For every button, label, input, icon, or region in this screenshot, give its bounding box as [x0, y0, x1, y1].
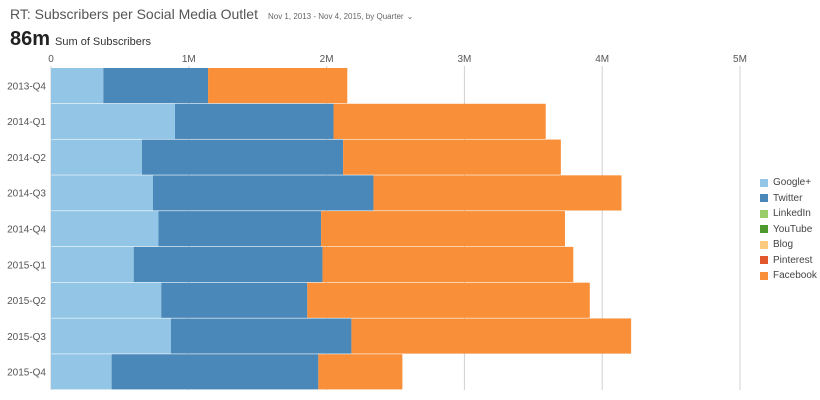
- chart-legend: Google+ Twitter LinkedIn YouTube Blog Pintere…: [760, 175, 817, 284]
- bar-segment: [51, 175, 153, 211]
- bar-segment: [51, 211, 159, 247]
- bar-segment: [208, 68, 348, 104]
- legend-swatch: [760, 194, 768, 203]
- date-range-selector[interactable]: Nov 1, 2013 - Nov 4, 2015, by Quarter ⌄: [268, 12, 413, 21]
- x-tick-label: 0: [48, 54, 54, 65]
- legend-item[interactable]: Pinterest: [760, 253, 817, 269]
- legend-label: Pinterest: [773, 254, 813, 266]
- legend-item[interactable]: Twitter: [760, 191, 817, 207]
- bars: [51, 68, 632, 390]
- bar-segment: [318, 354, 403, 390]
- x-axis-ticks: 0 1M 2M 3M 4M 5M: [48, 54, 747, 65]
- bar-segment: [103, 68, 209, 104]
- legend-item[interactable]: YouTube: [760, 222, 817, 238]
- bar-segment: [51, 282, 162, 318]
- bar-segment: [351, 318, 632, 354]
- bar-segment: [51, 68, 104, 104]
- legend-label: Facebook: [773, 270, 817, 282]
- bar-segment: [161, 282, 308, 318]
- x-tick-label: 3M: [457, 54, 471, 65]
- legend-item[interactable]: LinkedIn: [760, 206, 817, 222]
- chevron-down-icon: ⌄: [406, 12, 414, 21]
- legend-swatch: [760, 209, 768, 218]
- bar-segment: [170, 318, 352, 354]
- bar-segment: [343, 139, 561, 175]
- chart-title: RT: Subscribers per Social Media Outlet: [10, 6, 258, 22]
- legend-item[interactable]: Facebook: [760, 268, 817, 284]
- legend-label: Twitter: [773, 192, 803, 204]
- bar-segment: [321, 211, 565, 247]
- y-tick-label: 2013-Q4: [7, 81, 46, 92]
- y-tick-label: 2014-Q2: [7, 153, 46, 164]
- bar-segment: [175, 103, 334, 139]
- bar-segment: [152, 175, 374, 211]
- legend-label: YouTube: [773, 223, 813, 235]
- x-tick-label: 4M: [595, 54, 609, 65]
- bar-segment: [51, 318, 171, 354]
- legend-label: Blog: [773, 239, 794, 251]
- kpi-label: Sum of Subscribers: [55, 36, 152, 48]
- bar-segment: [141, 139, 344, 175]
- y-axis-ticks: 2013-Q4 2014-Q1 2014-Q2 2014-Q3 2014-Q4 2015-…: [7, 81, 46, 378]
- y-tick-label: 2015-Q4: [7, 368, 46, 379]
- bar-segment: [333, 103, 546, 139]
- bar-segment: [51, 246, 134, 283]
- y-tick-label: 2014-Q1: [7, 117, 46, 128]
- y-tick-label: 2015-Q3: [7, 332, 46, 343]
- bar-segment: [133, 246, 323, 283]
- x-tick-label: 2M: [320, 54, 334, 65]
- chart-header: RT: Subscribers per Social Media Outlet …: [10, 6, 413, 22]
- bar-segment: [111, 354, 319, 390]
- y-tick-label: 2014-Q4: [7, 225, 46, 236]
- bar-segment: [158, 211, 322, 247]
- y-tick-label: 2015-Q1: [7, 260, 46, 271]
- x-tick-label: 5M: [733, 54, 747, 65]
- y-tick-label: 2014-Q3: [7, 189, 46, 200]
- date-range-label: Nov 1, 2013 - Nov 4, 2015, by Quarter: [267, 12, 404, 21]
- legend-item[interactable]: Google+: [760, 175, 817, 191]
- legend-swatch: [760, 240, 768, 249]
- bar-segment: [322, 246, 574, 283]
- bar-segment: [51, 354, 112, 390]
- bar-segment: [307, 282, 590, 318]
- kpi-summary: 86m Sum of Subscribers: [10, 28, 151, 51]
- kpi-value: 86m: [10, 28, 51, 50]
- bar-segment: [51, 103, 176, 139]
- bar-segment: [51, 139, 142, 175]
- legend-swatch: [760, 271, 768, 280]
- legend-item[interactable]: Blog: [760, 237, 817, 253]
- legend-label: LinkedIn: [773, 208, 811, 220]
- legend-swatch: [760, 256, 768, 265]
- x-tick-label: 1M: [182, 54, 196, 65]
- legend-swatch: [760, 225, 768, 234]
- legend-label: Google+: [773, 177, 812, 189]
- y-tick-label: 2015-Q2: [7, 296, 46, 307]
- bar-segment: [373, 175, 622, 211]
- legend-swatch: [760, 178, 768, 187]
